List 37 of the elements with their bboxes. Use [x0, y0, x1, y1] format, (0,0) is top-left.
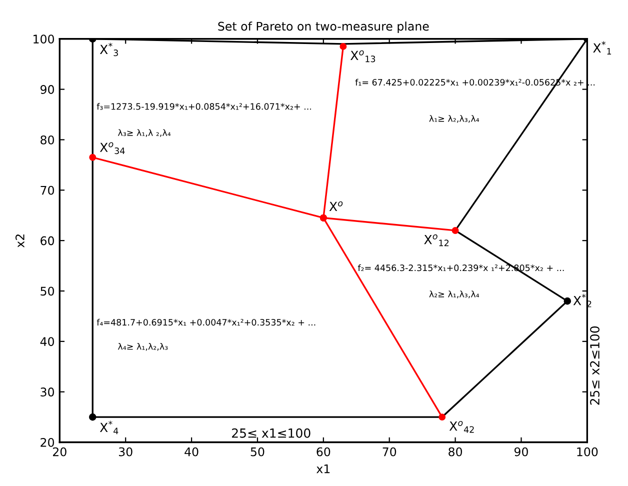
- annotation: f₃=1273.5-19.919*x₁+0.0854*x₁²+16.071*x₂+ ...: [96, 103, 311, 110]
- annotation: X$^{*}$$_{3}$: [100, 42, 118, 56]
- annotation: X$^{*}$$_{4}$: [100, 420, 118, 434]
- y-tick-label: 30: [40, 388, 54, 396]
- x-tick-label: 90: [514, 447, 528, 456]
- annotation: X$^{*}$$_{1}$: [593, 41, 612, 55]
- annotation: X$^{o}$$_{12}$: [424, 234, 448, 246]
- x-tick-label: 70: [382, 447, 396, 456]
- y-tick-label: 100: [34, 34, 54, 44]
- annotation: X$^{o}$$_{42}$: [449, 420, 474, 433]
- text: 25≤ x2≤100: [590, 326, 600, 405]
- annotation: λ₁≥ λ₂,λ₃,λ₄: [429, 115, 480, 123]
- annotation: λ₂≥ λ₁,λ₃,λ₄: [429, 290, 480, 298]
- y-tick-label: 70: [40, 186, 54, 195]
- chart-title: Set of Pareto on two-measure plane: [218, 22, 429, 33]
- y-tick-label: 40: [40, 337, 54, 346]
- y-tick-label: 90: [40, 85, 54, 94]
- annotation: X$^{o}$$_{34}$: [100, 142, 125, 154]
- x-tick-label: 30: [118, 447, 132, 456]
- annotation: f₄=481.7+0.6915*x₁ +0.0047*x₁²+0.3535*x₂ + ...: [96, 318, 316, 326]
- x-axis-title: x1: [316, 464, 330, 474]
- x-tick-label: 100: [577, 447, 598, 456]
- y-tick-label: 50: [40, 286, 54, 296]
- x-tick-label: 60: [316, 447, 330, 456]
- y-tick-label: 80: [40, 135, 54, 144]
- x-tick-label: 80: [448, 447, 462, 456]
- annotation: X$^{o}$: [329, 201, 343, 212]
- annotation: λ₃≥ λ₁,λ ₂,λ₄: [118, 129, 171, 137]
- annotation: 25≤ x1≤100: [232, 428, 310, 438]
- y-tick-label: 20: [40, 438, 54, 447]
- x-tick-label: 20: [53, 447, 66, 456]
- annotation: X$^{o}$$_{13}$: [350, 50, 376, 62]
- y-axis-title: x2: [15, 234, 24, 248]
- annotation: λ₄≥ λ₁,λ₂,λ₃: [118, 343, 168, 351]
- x-tick-label: 50: [250, 447, 264, 456]
- y-tick-label: 60: [40, 236, 54, 246]
- x-tick-label: 40: [184, 447, 198, 456]
